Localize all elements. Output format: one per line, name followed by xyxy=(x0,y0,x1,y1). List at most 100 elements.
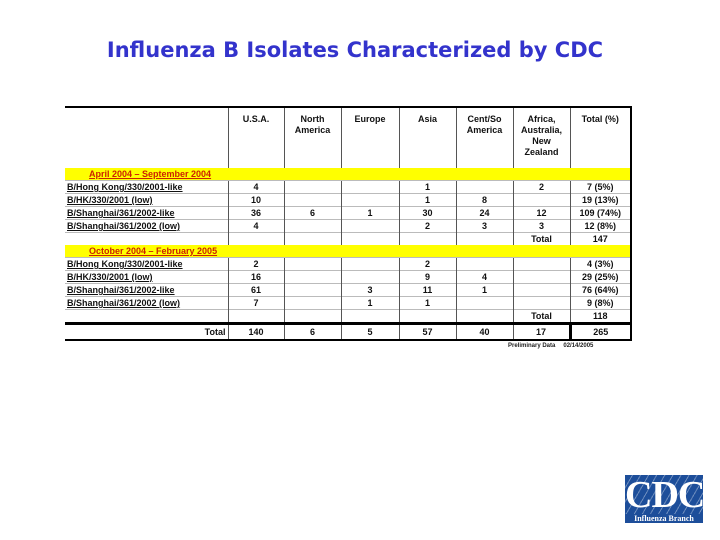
table-cell: 11 xyxy=(398,283,456,297)
table-cell: 1 xyxy=(398,296,456,310)
table-cell: 10 xyxy=(227,193,284,207)
table-cell: 1 xyxy=(340,206,399,220)
table-cell xyxy=(340,219,399,233)
logo-subtext: Influenza Branch xyxy=(625,514,703,523)
table-cell: 4 (3%) xyxy=(569,257,631,271)
empty-cell xyxy=(340,309,399,324)
table-row: B/HK/330/2001 (low) 16 9 4 29 (25%) xyxy=(65,270,631,284)
period-total-value: 118 xyxy=(569,309,631,324)
footnote-date: 02/14/2005 xyxy=(563,343,594,349)
table-cell: 19 (13%) xyxy=(569,193,631,207)
table-cell: 36 xyxy=(227,206,284,220)
table-cell xyxy=(283,193,341,207)
strain-label: B/Shanghai/361/2002 (low) xyxy=(65,219,228,233)
empty-cell xyxy=(455,232,513,245)
grand-total-row: Total 140 6 5 57 40 17 265 xyxy=(65,322,631,341)
empty-cell xyxy=(340,232,399,245)
table-cell: 2 xyxy=(398,219,456,233)
table-cell: 2 xyxy=(398,257,456,271)
table-cell xyxy=(512,193,570,207)
logo-text: CDC xyxy=(625,475,703,515)
column-header xyxy=(65,107,228,168)
column-header: Asia xyxy=(398,107,456,168)
strain-label: B/Hong Kong/330/2001-like xyxy=(65,180,228,194)
grand-total-cell: 40 xyxy=(455,322,513,341)
grand-total-cell: 265 xyxy=(568,322,631,341)
table-cell: 3 xyxy=(512,219,570,233)
grand-total-cell: 6 xyxy=(283,322,341,341)
table-cell: 7 (5%) xyxy=(569,180,631,194)
table-cell xyxy=(283,219,341,233)
grand-total-cell: 5 xyxy=(340,322,399,341)
empty-cell xyxy=(283,309,341,324)
table-cell xyxy=(340,180,399,194)
grand-total-label: Total xyxy=(65,322,228,341)
table-cell xyxy=(283,257,341,271)
period-total-value: 147 xyxy=(569,232,631,245)
table-cell: 6 xyxy=(283,206,341,220)
strain-label: B/Hong Kong/330/2001-like xyxy=(65,257,228,271)
table-cell xyxy=(455,180,513,194)
period-label: April 2004 – September 2004 xyxy=(65,168,631,181)
empty-cell xyxy=(227,309,284,324)
strain-label: B/Shanghai/361/2002-like xyxy=(65,206,228,220)
table-row: B/Hong Kong/330/2001-like 2 2 4 (3%) xyxy=(65,257,631,271)
table-cell: 30 xyxy=(398,206,456,220)
strain-label: B/Shanghai/361/2002-like xyxy=(65,283,228,297)
table-cell: 1 xyxy=(398,193,456,207)
empty-cell xyxy=(398,232,456,245)
table-cell xyxy=(283,180,341,194)
strain-label: B/Shanghai/361/2002 (low) xyxy=(65,296,228,310)
empty-cell xyxy=(398,309,456,324)
period-label-text: April 2004 – September 2004 xyxy=(89,169,212,179)
table-row: B/HK/330/2001 (low) 10 1 8 19 (13%) xyxy=(65,193,631,207)
table-cell xyxy=(283,270,341,284)
period-label: October 2004 – February 2005 xyxy=(65,245,631,258)
table-cell xyxy=(283,283,341,297)
table-cell: 7 xyxy=(227,296,284,310)
period-label-text: October 2004 – February 2005 xyxy=(89,246,218,256)
header-row: U.S.A. North America Europe Asia Cent/So Ame… xyxy=(65,107,631,168)
period-total-label: Total xyxy=(512,309,570,324)
table-cell xyxy=(283,296,341,310)
table-cell: 61 xyxy=(227,283,284,297)
table-cell xyxy=(512,257,570,271)
table-row: B/Shanghai/361/2002 (low) 4 2 3 3 12 (8%) xyxy=(65,219,631,233)
table-cell: 8 xyxy=(455,193,513,207)
cdc-logo: CDC xyxy=(625,475,703,515)
column-header: Total (%) xyxy=(569,107,631,168)
grand-total-cell: 140 xyxy=(227,322,284,341)
table-cell: 4 xyxy=(227,180,284,194)
table-cell: 9 (8%) xyxy=(569,296,631,310)
table-row: B/Hong Kong/330/2001-like 4 1 2 7 (5%) xyxy=(65,180,631,194)
footnote: Preliminary Data 02/14/2005 xyxy=(508,343,593,349)
period-total-label: Total xyxy=(512,232,570,245)
table-cell: 16 xyxy=(227,270,284,284)
table-cell: 1 xyxy=(340,296,399,310)
column-header: U.S.A. xyxy=(227,107,284,168)
table-cell: 24 xyxy=(455,206,513,220)
table-cell: 12 xyxy=(512,206,570,220)
table-cell: 1 xyxy=(398,180,456,194)
column-header: Europe xyxy=(340,107,399,168)
isolates-table: U.S.A. North America Europe Asia Cent/So Ame… xyxy=(65,106,632,341)
column-header: Africa, Australia, New Zealand xyxy=(512,107,570,168)
table-cell: 12 (8%) xyxy=(569,219,631,233)
strain-label: B/HK/330/2001 (low) xyxy=(65,193,228,207)
slide-title: Influenza B Isolates Characterized by CD… xyxy=(106,38,604,62)
empty-cell xyxy=(227,232,284,245)
empty-cell xyxy=(455,309,513,324)
table-cell xyxy=(512,283,570,297)
table-cell: 4 xyxy=(455,270,513,284)
table-cell: 109 (74%) xyxy=(569,206,631,220)
table-cell: 29 (25%) xyxy=(569,270,631,284)
table-row: B/Shanghai/361/2002-like 61 3 11 1 76 (64%) xyxy=(65,283,631,297)
period-total-row: Total 147 xyxy=(65,232,631,245)
grand-total-cell: 57 xyxy=(398,322,456,341)
empty-cell xyxy=(65,232,228,245)
table-cell xyxy=(340,270,399,284)
period-total-row: Total 118 xyxy=(65,309,631,324)
strain-label: B/HK/330/2001 (low) xyxy=(65,270,228,284)
table-cell xyxy=(455,296,513,310)
table-cell: 4 xyxy=(227,219,284,233)
